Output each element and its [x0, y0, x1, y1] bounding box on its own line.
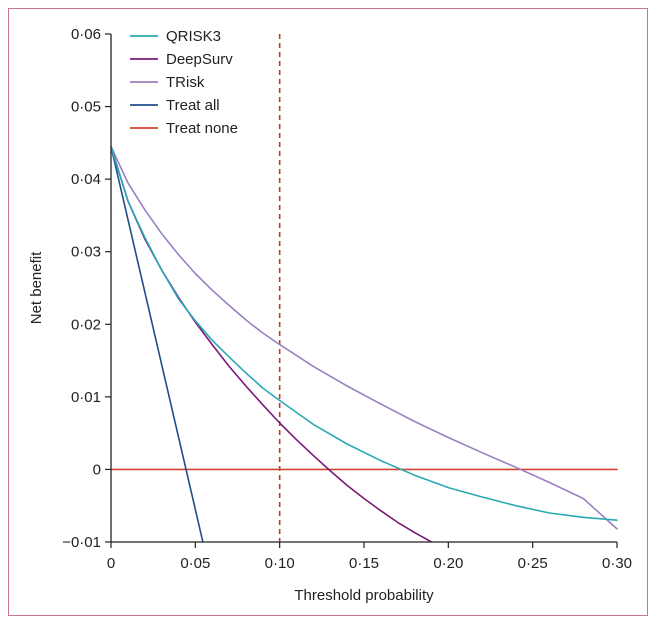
y-tick-label: 0·05: [71, 99, 101, 116]
y-tick-label: 0: [93, 461, 101, 478]
legend-entry: Treat all: [166, 97, 220, 114]
legend-entry: DeepSurv: [166, 51, 233, 68]
series-line-deepsurv: [111, 145, 433, 542]
plot-lines: [111, 34, 618, 542]
x-tick-label: 0·15: [349, 555, 379, 572]
series-line-qrisk3: [111, 145, 618, 522]
y-tick-label: −0·01: [62, 534, 101, 551]
chart-frame: [8, 8, 648, 616]
y-tick-label: 0·04: [71, 171, 101, 188]
legend-entry: QRISK3: [166, 28, 221, 45]
x-tick-label: 0·25: [518, 555, 548, 572]
x-tick-label: 0·05: [180, 555, 210, 572]
legend-entry: TRisk: [166, 74, 205, 91]
y-tick-label: 0·01: [71, 389, 101, 406]
series-line-treat-all: [111, 145, 204, 542]
x-tick-label: 0·10: [265, 555, 295, 572]
series-line-trisk: [111, 145, 618, 530]
legend: QRISK3 DeepSurv TRisk Treat all Treat none: [130, 28, 238, 137]
axes: −0·01 0 0·01 0·02 0·03 0·04 0·05 0·06 0 0·05 0·10 0…: [62, 26, 632, 572]
legend-entry: Treat none: [166, 120, 238, 137]
y-tick-label: 0·03: [71, 244, 101, 261]
y-tick-label: 0·06: [71, 26, 101, 43]
y-axis-label: Net benefit: [28, 251, 45, 324]
x-axis-label: Threshold probability: [294, 587, 434, 604]
x-tick-label: 0·20: [433, 555, 463, 572]
x-tick-label: 0: [107, 555, 115, 572]
y-tick-label: 0·02: [71, 316, 101, 333]
x-tick-label: 0·30: [602, 555, 632, 572]
